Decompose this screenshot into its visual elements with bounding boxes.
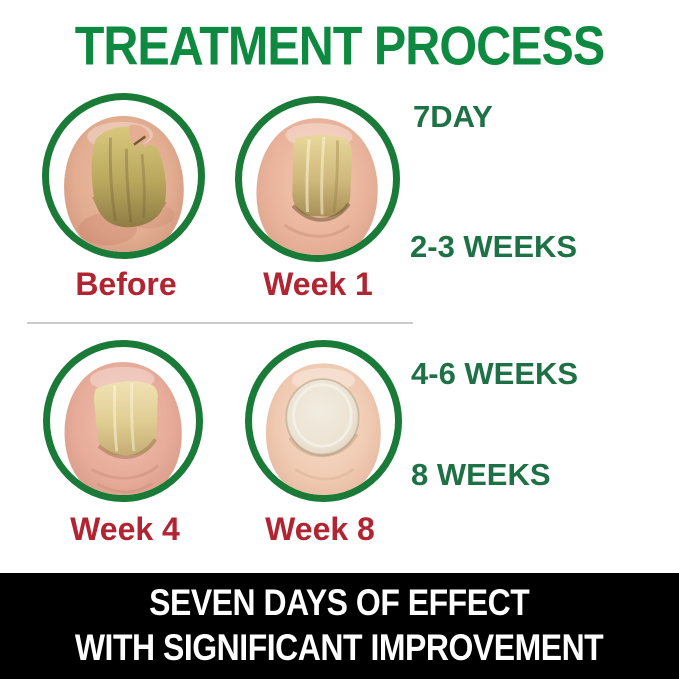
step-label-week4: Week 4 (70, 511, 180, 547)
claim-banner-line1: SEVEN DAYS OF EFFECT (149, 582, 530, 624)
page-title: TREATMENT PROCESS (74, 15, 606, 77)
timeline-label-8-weeks: 8 WEEKS (411, 457, 551, 492)
toe-photo-week4 (64, 362, 182, 495)
toe-photo-week8 (266, 363, 381, 495)
toe-photo-before (64, 115, 184, 252)
step-label-week8: Week 8 (265, 511, 375, 547)
claim-banner-line2: WITH SIGNIFICANT IMPROVEMENT (75, 627, 604, 669)
toe-photo-week1 (256, 118, 378, 255)
step-label-week1: Week 1 (263, 266, 373, 302)
claim-banner: SEVEN DAYS OF EFFECT WITH SIGNIFICANT IM… (0, 573, 679, 679)
timeline-label-4-6-weeks: 4-6 WEEKS (411, 356, 579, 391)
timeline-label-2-3-weeks: 2-3 WEEKS (410, 229, 578, 264)
photo-circle-week4 (43, 340, 203, 502)
photo-circle-week8 (245, 340, 402, 502)
photo-circle-week1 (235, 96, 400, 262)
photo-circle-before (42, 93, 205, 259)
timeline-label-7day: 7DAY (413, 99, 493, 134)
section-divider (27, 322, 413, 324)
step-label-before: Before (75, 266, 177, 302)
